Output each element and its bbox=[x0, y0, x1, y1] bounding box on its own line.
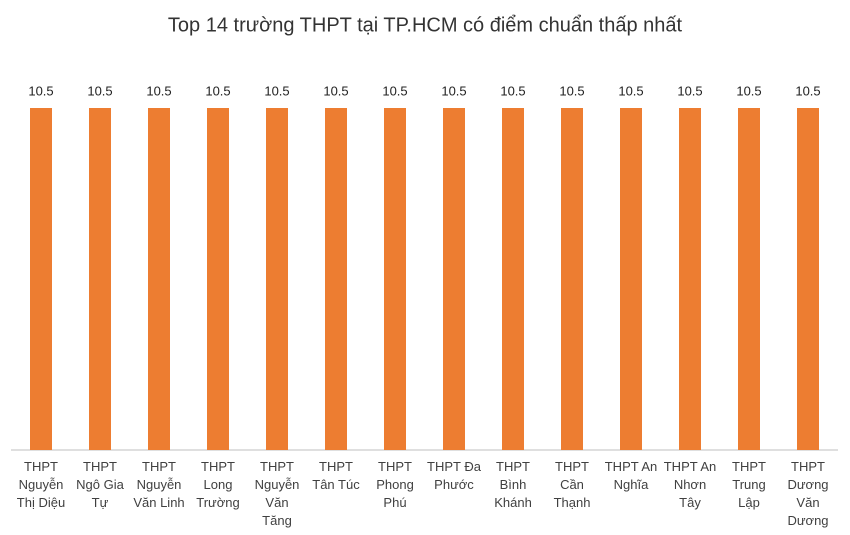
bar bbox=[148, 108, 170, 450]
value-label: 10.5 bbox=[441, 83, 466, 98]
bar bbox=[620, 108, 642, 450]
value-label: 10.5 bbox=[323, 83, 348, 98]
x-tick-label: THPT Cần Thạnh bbox=[553, 459, 591, 510]
x-tick-label: THPT Nguyễn Thị Diệu bbox=[16, 459, 66, 510]
value-label: 10.5 bbox=[264, 83, 289, 98]
value-label: 10.5 bbox=[205, 83, 230, 98]
bar bbox=[738, 108, 760, 450]
bar bbox=[502, 108, 524, 450]
x-tick-label: THPT Tân Túc bbox=[312, 459, 360, 492]
x-tick-label: THPT Phong Phú bbox=[376, 459, 414, 510]
x-tick-label: THPT Bình Khánh bbox=[494, 459, 532, 510]
value-label: 10.5 bbox=[382, 83, 407, 98]
bar bbox=[266, 108, 288, 450]
bar bbox=[384, 108, 406, 450]
value-label: 10.5 bbox=[28, 83, 53, 98]
bar bbox=[797, 108, 819, 450]
value-label: 10.5 bbox=[500, 83, 525, 98]
value-label: 10.5 bbox=[795, 83, 820, 98]
x-tick-label: THPT Long Trường bbox=[196, 459, 240, 510]
x-tick-label: THPT Ngô Gia Tự bbox=[76, 459, 124, 510]
x-tick-label: THPT Đa Phước bbox=[427, 459, 481, 492]
x-tick-label: THPT Nguyễn Văn Linh bbox=[133, 459, 185, 510]
value-label: 10.5 bbox=[677, 83, 702, 98]
bar bbox=[325, 108, 347, 450]
bar bbox=[561, 108, 583, 450]
x-tick-label: THPT Nguyễn Văn Tăng bbox=[254, 459, 300, 528]
bar bbox=[89, 108, 111, 450]
bar bbox=[30, 108, 52, 450]
value-label: 10.5 bbox=[87, 83, 112, 98]
bar bbox=[443, 108, 465, 450]
x-tick-label: THPT Dương Văn Dương bbox=[787, 459, 829, 528]
x-tick-label: THPT Trung Lập bbox=[732, 459, 766, 510]
bar bbox=[207, 108, 229, 450]
value-label: 10.5 bbox=[146, 83, 171, 98]
bar bbox=[679, 108, 701, 450]
x-tick-label: THPT An Nhơn Tây bbox=[663, 459, 717, 510]
value-label: 10.5 bbox=[736, 83, 761, 98]
chart-title: Top 14 trường THPT tại TP.HCM có điểm ch… bbox=[168, 14, 683, 36]
x-tick-label: THPT An Nghĩa bbox=[604, 459, 658, 492]
value-label: 10.5 bbox=[559, 83, 584, 98]
value-label: 10.5 bbox=[618, 83, 643, 98]
